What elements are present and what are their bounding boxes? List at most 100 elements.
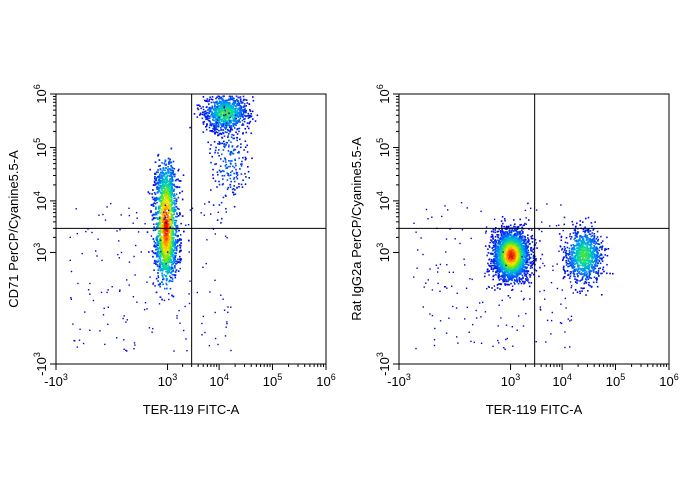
event-dot [157,188,160,191]
event-dot [210,161,212,164]
event-dot [154,199,156,201]
event-dot [247,166,249,168]
event-dot [156,261,159,263]
event-dot [148,192,151,195]
event-dot [165,194,167,196]
dot-layer-left [69,95,259,352]
event-dot [184,305,186,308]
event-dot [242,113,245,115]
event-dot [187,224,190,226]
event-dot [218,169,221,172]
event-dot [163,207,166,210]
event-dot [165,167,167,169]
event-dot [217,131,219,134]
event-dot [229,116,232,119]
event-dot [229,120,231,122]
event-dot [170,249,173,252]
event-dot [163,200,166,202]
event-dot [153,240,155,243]
event-dot [179,192,181,194]
event-dot [220,101,222,103]
event-dot [233,185,235,187]
event-dot [159,217,162,220]
event-dot [170,172,172,174]
event-dot [169,199,171,201]
event-dot [198,104,200,106]
event-dot [173,249,175,251]
event-dot [239,121,241,123]
event-dot [180,238,182,241]
event-dot [181,198,184,201]
event-dot [233,180,236,183]
event-dot [526,276,528,279]
event-dot [170,254,173,256]
event-dot [218,108,221,111]
event-dot [152,203,154,206]
event-dot [233,110,236,112]
event-dot [156,236,158,238]
event-dot [230,306,232,308]
event-dot [214,279,216,281]
event-dot [153,202,155,204]
event-dot [228,124,231,127]
event-dot [154,285,156,287]
event-dot [220,124,223,126]
event-dot [235,105,237,108]
event-dot [244,108,246,110]
event-dot [499,265,502,267]
event-dot [189,280,191,282]
event-dot [237,108,239,111]
event-dot [162,169,165,171]
event-dot [179,212,181,214]
event-dot [526,240,529,243]
event-dot [208,98,211,101]
event-dot [106,291,108,294]
event-dot [163,274,166,276]
event-dot [163,256,165,259]
event-dot [238,109,241,112]
event-dot [162,239,164,241]
event-dot [170,176,173,178]
event-dot [154,193,157,195]
event-dot [170,247,172,250]
event-dot [231,95,233,98]
event-dot [211,113,213,116]
event-dot [202,315,204,318]
event-dot [159,199,162,202]
event-dot [169,216,171,218]
event-dot [166,243,168,245]
event-dot [168,252,170,255]
event-dot [223,145,225,148]
event-dot [225,326,227,328]
event-dot [216,121,218,124]
event-dot [176,315,178,317]
event-dot [206,100,208,102]
event-dot [205,110,207,112]
event-dot [204,115,206,117]
event-dot [241,124,243,126]
event-dot [246,151,249,153]
event-dot [155,177,158,179]
event-dot [233,205,236,208]
y-axis-label-left: CD71 PerCP/Cyanine5.5-A [6,150,21,308]
event-dot [160,174,163,177]
event-dot [168,251,171,254]
event-dot [171,236,174,239]
event-dot [236,107,238,110]
event-dot [201,334,203,336]
event-dot [244,183,247,185]
event-dot [170,217,172,219]
event-dot [158,182,161,184]
event-dot [171,242,174,245]
event-dot [245,131,248,134]
event-dot [228,126,231,129]
event-dot [238,130,240,133]
event-dot [242,132,244,135]
event-dot [209,117,211,119]
event-dot [227,150,230,152]
event-dot [128,214,131,217]
event-dot [223,135,226,137]
event-dot [170,216,173,218]
event-dot [152,283,154,285]
event-dot [170,259,172,261]
